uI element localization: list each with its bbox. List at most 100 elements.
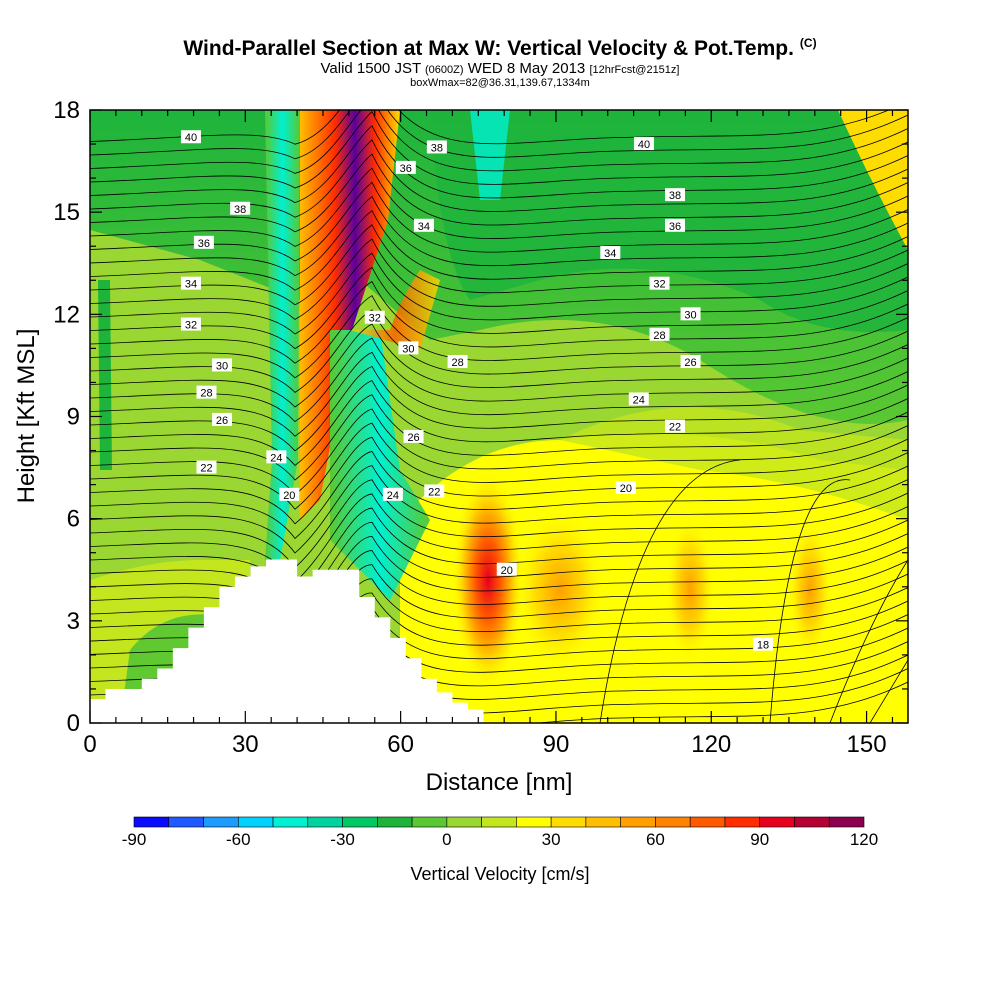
theta-contour-line <box>90 110 908 189</box>
theta-contour-line <box>90 266 908 350</box>
contour-label: 22 <box>196 460 217 475</box>
y-tick-label: 3 <box>67 608 80 635</box>
colorbar-swatch <box>620 816 656 828</box>
colorbar-swatch <box>411 816 448 828</box>
contour-label-text: 36 <box>400 163 412 175</box>
theta-contour-line <box>90 380 908 466</box>
theta-contour-line <box>90 323 908 408</box>
theta-contour-line <box>90 280 908 364</box>
box-info-subtitle: boxWmax=82@36.31,139.67,1334m <box>410 77 590 89</box>
theta-contour-line <box>90 252 908 335</box>
contour-label: 26 <box>680 355 701 369</box>
theta-contour-line <box>869 659 908 723</box>
x-tick-label: 60 <box>387 731 414 758</box>
contour-label-box <box>196 385 217 399</box>
colorbar-swatch <box>516 816 552 828</box>
y-axis-title: Height [Kft MSL] <box>13 329 40 504</box>
contour-label-box <box>665 188 686 202</box>
theta-contour-line <box>90 139 908 218</box>
y-tick-label: 18 <box>53 97 80 124</box>
contour-label-box <box>180 317 201 331</box>
colorbar-tick-label: 90 <box>750 830 769 849</box>
colorbar-tick-label: 0 <box>442 830 451 849</box>
contour-label-box <box>628 392 649 406</box>
contour-label-text: 24 <box>270 452 282 464</box>
contour-label-text: 30 <box>402 343 414 355</box>
y-tick-label: 9 <box>67 404 80 431</box>
theta-contour-line <box>90 295 908 379</box>
contour-label-box <box>403 429 424 443</box>
copyright-mark: (C) <box>799 36 817 50</box>
contour-label-box <box>680 355 701 369</box>
contour-label-text: 32 <box>369 313 381 325</box>
contour-label: 30 <box>212 358 233 372</box>
contour-label: 24 <box>628 392 649 406</box>
contour-label-text: 24 <box>633 394 645 406</box>
theta-contour-line <box>829 559 908 723</box>
contour-label-box <box>680 307 701 321</box>
theta-contour-line <box>90 110 908 174</box>
contour-label: 40 <box>633 137 654 151</box>
contour-label-box <box>212 358 233 372</box>
contour-label-box <box>447 355 468 369</box>
contour-label-text: 34 <box>418 221 430 233</box>
theta-contour-line <box>90 507 908 598</box>
contour-label: 40 <box>180 130 201 144</box>
contour-label-text: 38 <box>431 142 443 154</box>
contour-label-text: 40 <box>638 139 650 151</box>
colorbar-swatch <box>377 816 413 828</box>
contour-label-text: 32 <box>185 320 197 332</box>
y-tick-label: 0 <box>67 710 80 737</box>
theta-contour-line <box>90 181 908 262</box>
colorbar-swatch <box>585 816 621 828</box>
contour-label-text: 34 <box>185 279 197 291</box>
theta-contour-line <box>90 167 908 247</box>
colorbar-swatch <box>655 816 691 828</box>
contour-label: 28 <box>447 355 468 369</box>
theta-labels: 40 38 36 34 32 30 28 26 24 22 20 38 36 34 32 30 28 26 24 22… <box>180 130 774 652</box>
contour-label: 32 <box>180 317 201 332</box>
colorbar-swatch <box>203 816 239 828</box>
theta-contour-line <box>90 394 908 481</box>
y-tick-label: 6 <box>67 506 80 533</box>
colorbar-swatch <box>446 816 482 828</box>
contour-label: 38 <box>426 140 447 154</box>
colorbar-swatch <box>689 816 726 828</box>
colorbar-swatch <box>550 816 587 828</box>
theta-contour-line <box>769 479 851 723</box>
contour-label-box <box>398 341 419 355</box>
contour-label-text: 30 <box>684 309 696 321</box>
y-tick-label: 15 <box>53 199 80 226</box>
contour-label-box <box>615 481 636 495</box>
chart-title: Wind-Parallel Section at Max W: Vertical… <box>183 36 817 60</box>
contour-label-text: 30 <box>216 360 228 372</box>
contour-label-box <box>413 218 434 232</box>
colorbar-swatch <box>237 816 274 828</box>
x-tick-label: 120 <box>691 731 731 758</box>
contour-label-box <box>180 130 201 144</box>
colorbar-tick-label: 30 <box>542 830 561 849</box>
colorbar-label: Vertical Velocity [cm/s] <box>410 864 589 884</box>
contour-label: 20 <box>279 487 300 502</box>
x-axis: 0 30 60 90 120 150 <box>83 110 894 758</box>
contour-label-text: 20 <box>283 490 295 502</box>
terrain-mask <box>90 559 484 723</box>
contour-label-text: 20 <box>620 483 632 495</box>
contour-label: 36 <box>665 218 686 233</box>
colorbar-swatch <box>481 816 517 828</box>
contour-label: 26 <box>403 429 424 444</box>
theta-contour-line <box>90 125 908 204</box>
valid-time-subtitle: Valid 1500 JST (0600Z) WED 8 May 2013 [1… <box>320 60 680 77</box>
y-tick-label: 12 <box>53 301 80 328</box>
theta-contour-line <box>90 351 908 437</box>
contour-label: 30 <box>398 341 419 355</box>
contour-label: 34 <box>413 218 434 233</box>
contour-label: 36 <box>193 235 214 250</box>
colorbar-tick-label: 120 <box>850 830 878 849</box>
contour-label-box <box>266 450 287 464</box>
contour-label-box <box>230 201 251 215</box>
contour-label-box <box>424 484 445 498</box>
colorbar-swatch <box>133 816 170 828</box>
